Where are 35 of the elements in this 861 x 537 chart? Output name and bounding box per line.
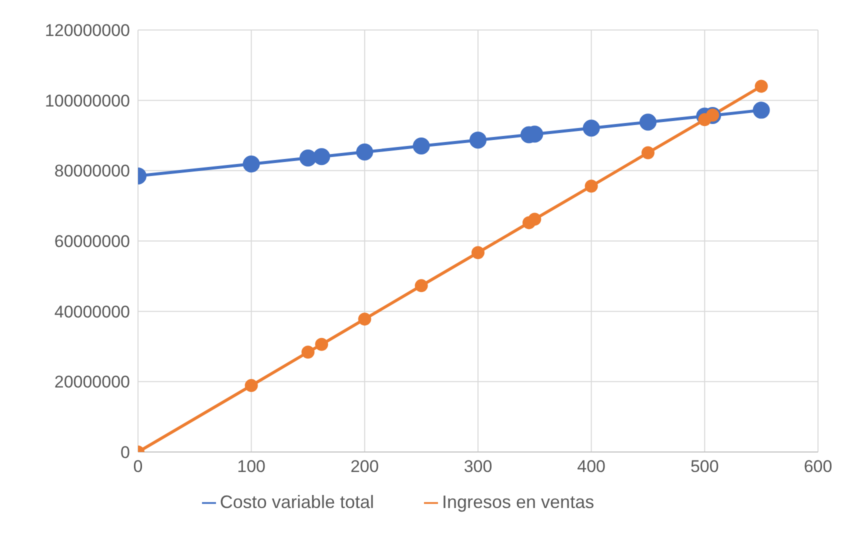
legend-label: Ingresos en ventas [442,492,594,512]
y-tick-label: 60000000 [54,232,130,252]
legend-label: Costo variable total [220,492,374,512]
point [300,150,316,167]
y-tick-label: 20000000 [54,372,130,392]
point [754,80,768,93]
y-tick-label: 40000000 [54,302,130,322]
x-tick-label: 600 [804,457,832,476]
point [313,148,330,166]
point [584,180,598,193]
point [642,146,654,160]
y-tick-label: 120000000 [44,21,130,40]
point [242,155,260,172]
x-tick-label: 400 [577,457,606,476]
point [528,212,542,226]
x-tick-label: 500 [690,457,719,476]
point [412,138,430,155]
x-tick-label: 0 [133,457,143,476]
point [752,102,770,119]
point [582,120,600,137]
y-tick-label: 80000000 [54,162,130,181]
point [356,144,374,161]
point [358,312,372,326]
point [470,132,486,149]
point [640,114,656,131]
point [244,379,258,392]
y-tick-label: 0 [120,443,130,462]
y-tick-label: 100000000 [44,91,130,110]
point [315,338,328,351]
x-tick-label: 200 [350,457,379,476]
point [414,279,428,292]
point [472,246,484,260]
point [302,346,314,359]
x-tick-label: 300 [464,457,492,476]
x-tick-label: 100 [237,457,266,476]
